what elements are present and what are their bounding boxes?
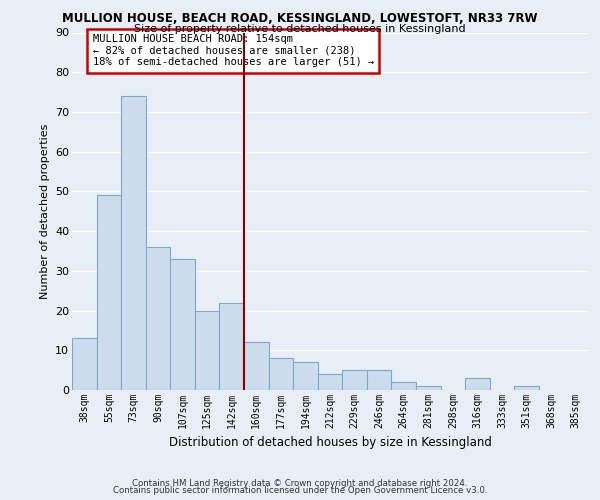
Text: MULLION HOUSE BEACH ROAD: 154sqm
← 82% of detached houses are smaller (238)
18% : MULLION HOUSE BEACH ROAD: 154sqm ← 82% o… [92, 34, 374, 68]
Text: Contains HM Land Registry data © Crown copyright and database right 2024.: Contains HM Land Registry data © Crown c… [132, 478, 468, 488]
Bar [170, 259, 195, 390]
Bar [195, 310, 220, 390]
Bar [514, 386, 539, 390]
Bar [97, 196, 121, 390]
Bar [318, 374, 342, 390]
Bar [121, 96, 146, 390]
Text: MULLION HOUSE, BEACH ROAD, KESSINGLAND, LOWESTOFT, NR33 7RW: MULLION HOUSE, BEACH ROAD, KESSINGLAND, … [62, 12, 538, 26]
Bar [391, 382, 416, 390]
Bar [269, 358, 293, 390]
Bar [146, 247, 170, 390]
Bar [342, 370, 367, 390]
Bar [416, 386, 440, 390]
Y-axis label: Number of detached properties: Number of detached properties [40, 124, 50, 299]
Bar [367, 370, 391, 390]
Bar [293, 362, 318, 390]
Bar [220, 302, 244, 390]
X-axis label: Distribution of detached houses by size in Kessingland: Distribution of detached houses by size … [169, 436, 491, 450]
Text: Contains public sector information licensed under the Open Government Licence v3: Contains public sector information licen… [113, 486, 487, 495]
Bar [72, 338, 97, 390]
Text: Size of property relative to detached houses in Kessingland: Size of property relative to detached ho… [134, 24, 466, 34]
Bar [244, 342, 269, 390]
Bar [465, 378, 490, 390]
